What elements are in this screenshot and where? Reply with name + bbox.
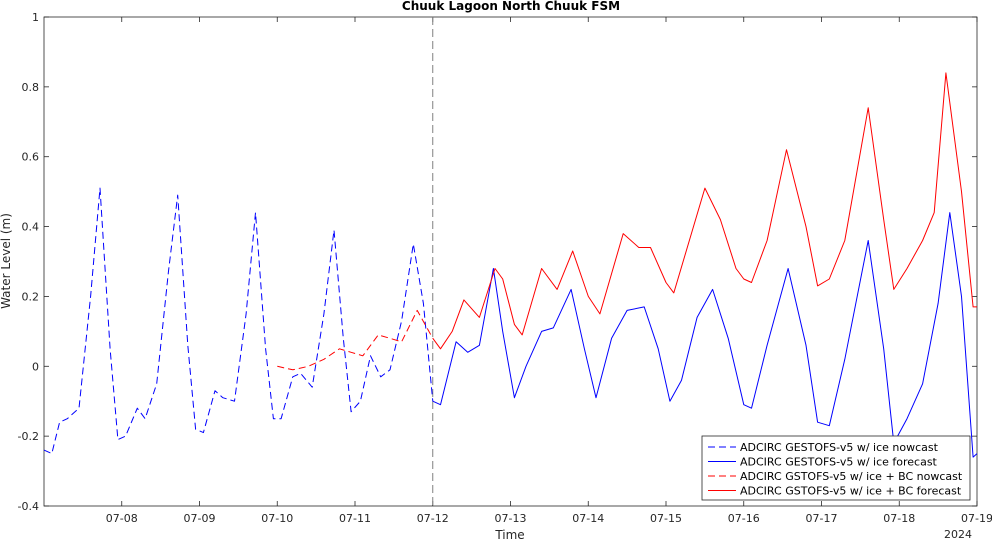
legend-entry: ADCIRC GSTOFS-v5 w/ ice + BC forecast <box>740 485 962 498</box>
plot-area: -0.4 -0.2 0 0.2 0.4 0.6 0.8 1 07-08 07-09 07-10 07-… <box>18 11 992 541</box>
legend-box <box>701 435 971 501</box>
series-line-1 <box>43 187 434 455</box>
chart-title: Chuuk Lagoon North Chuuk FSM <box>402 0 620 13</box>
x-tick-label: 07-12 <box>417 512 449 525</box>
x-tick-label: 07-13 <box>495 512 527 525</box>
x-tick-label: 07-17 <box>806 512 838 525</box>
series-line-2 <box>432 212 978 458</box>
legend-entry: ADCIRC GSTOFS-v5 w/ ice + BC nowcast <box>740 470 963 483</box>
y-tick-label: 0 <box>32 360 39 373</box>
x-tick-label: 07-16 <box>728 512 760 525</box>
series-line-4 <box>432 72 977 350</box>
y-tick-label: 0.6 <box>22 151 40 164</box>
y-tick-label: -0.4 <box>18 500 39 513</box>
y-tick-label: 0.4 <box>22 221 40 234</box>
x-tick-label: 07-18 <box>883 512 915 525</box>
y-tick-label: 0.2 <box>22 290 40 303</box>
x-tick-label: 07-15 <box>650 512 682 525</box>
y-tick-label: 0.8 <box>22 81 40 94</box>
series-line-3 <box>277 309 434 371</box>
x-tick-label: 07-09 <box>184 512 216 525</box>
x-year-label: 2024 <box>944 528 972 541</box>
x-tick-label: 07-10 <box>261 512 293 525</box>
legend: ADCIRC GESTOFS-v5 w/ ice nowcast ADCIRC G… <box>701 435 971 501</box>
legend-entry: ADCIRC GESTOFS-v5 w/ ice nowcast <box>740 441 939 454</box>
y-tick-label: -0.2 <box>18 430 39 443</box>
legend-entry: ADCIRC GESTOFS-v5 w/ ice forecast <box>740 456 938 469</box>
x-axis-title: Time <box>494 528 524 541</box>
y-tick-label: 1 <box>32 11 39 24</box>
x-tick-label: 07-11 <box>339 512 371 525</box>
x-tick-label: 07-08 <box>106 512 138 525</box>
x-tick-label: 07-19 <box>961 512 992 525</box>
y-axis-title: Water Level (m) <box>0 213 13 309</box>
x-tick-label: 07-14 <box>572 512 604 525</box>
plot-frame <box>43 16 978 507</box>
